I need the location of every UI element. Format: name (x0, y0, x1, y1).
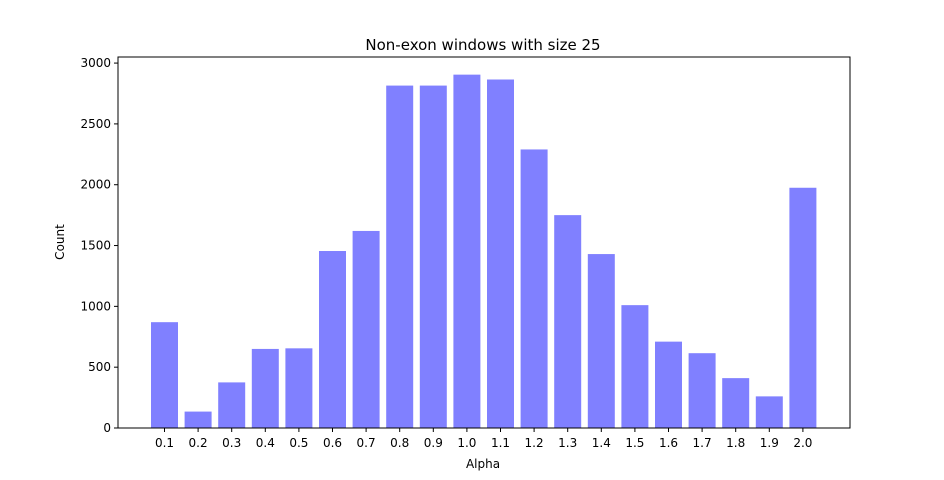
plot-frame (117, 56, 851, 429)
x-tick-label: 1.9 (760, 436, 779, 450)
x-tick-label: 0.2 (189, 436, 208, 450)
bar-0.9 (419, 85, 447, 428)
x-tick-label: 1.8 (726, 436, 745, 450)
y-tick-label: 3000 (80, 56, 111, 70)
x-tick-label: 1.6 (659, 436, 678, 450)
chart-title: Non-exon windows with size 25 (365, 36, 600, 54)
bar-0.2 (184, 411, 212, 428)
y-tick-label: 2500 (80, 117, 111, 131)
y-tick-label: 1000 (80, 299, 111, 313)
x-tick-label: 1.3 (558, 436, 577, 450)
bar-1.1 (487, 79, 514, 428)
y-tick-label: 500 (88, 360, 111, 374)
bars-group (151, 74, 817, 428)
bar-1.0 (453, 74, 481, 428)
bar-1.5 (621, 305, 649, 428)
bar-0.4 (251, 348, 279, 428)
bar-0.7 (352, 230, 380, 428)
x-tick-label: 1.1 (491, 436, 510, 450)
bar-0.5 (285, 348, 313, 428)
bar-1.9 (755, 396, 783, 428)
x-tick-label: 0.4 (256, 436, 275, 450)
x-tick-label: 0.7 (357, 436, 376, 450)
y-tick-label: 1500 (80, 239, 111, 253)
y-tick-label: 0 (103, 421, 111, 435)
y-tick-label: 2000 (80, 178, 111, 192)
bar-0.8 (386, 85, 414, 428)
bar-1.7 (688, 353, 716, 428)
bar-1.2 (520, 149, 548, 428)
x-tick-label: 0.9 (424, 436, 443, 450)
bar-0.3 (218, 382, 246, 428)
bar-1.3 (554, 215, 582, 428)
bar-1.8 (722, 378, 750, 428)
bar-1.4 (587, 254, 615, 428)
bar-0.1 (151, 322, 178, 428)
x-tick-label: 2.0 (793, 436, 812, 450)
x-tick-label: 1.2 (525, 436, 544, 450)
y-axis-ticks: 0 500 1000 1500 2000 2500 3000 (80, 56, 118, 435)
x-tick-label: 0.3 (222, 436, 241, 450)
bar-0.6 (319, 251, 346, 428)
bar-1.6 (655, 341, 682, 428)
x-tick-label: 0.1 (155, 436, 174, 450)
x-tick-label: 1.7 (693, 436, 712, 450)
x-tick-label: 0.5 (289, 436, 308, 450)
x-tick-label: 0.6 (323, 436, 342, 450)
x-tick-label: 1.0 (457, 436, 476, 450)
x-tick-label: 0.8 (390, 436, 409, 450)
x-axis-ticks: 0.1 0.2 0.3 0.4 0.5 0.6 0.7 0.8 0.9 1.0 1.1 1.2 1.3 1… (155, 428, 812, 450)
x-tick-label: 1.5 (625, 436, 644, 450)
y-axis-label: Count (53, 224, 67, 260)
bar-2.0 (789, 187, 817, 428)
x-axis-label: Alpha (466, 457, 500, 471)
x-tick-label: 1.4 (592, 436, 611, 450)
